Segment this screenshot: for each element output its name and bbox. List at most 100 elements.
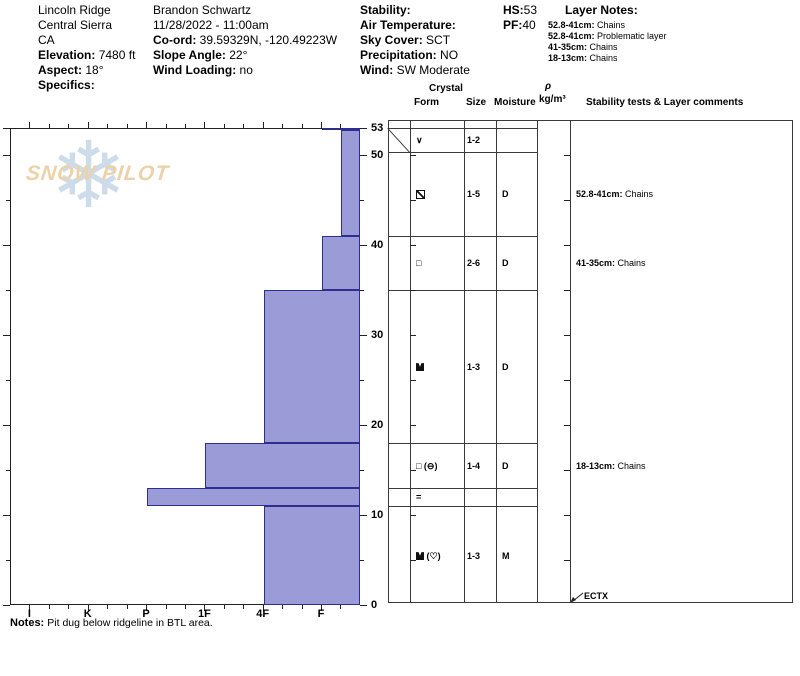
precipitation-line: Precipitation: NO: [360, 48, 459, 62]
hardness-axis-tick: [282, 124, 284, 128]
depth-axis-tick: [360, 128, 367, 129]
hardness-axis-tick: [29, 122, 31, 128]
table-depth-tick: [410, 425, 416, 426]
hardness-axis-tick: [87, 605, 89, 611]
layer-comment: 41-35cm: Chains: [576, 258, 646, 268]
notes-line: Notes: Pit dug below ridgeline in BTL ar…: [10, 617, 213, 629]
depth-axis-tick-minor: [6, 290, 10, 291]
grain-size-cell: 1-2: [467, 135, 481, 145]
hardness-axis-tick: [321, 605, 323, 611]
hardness-axis-tick: [243, 124, 245, 128]
wind-loading-line: Wind Loading: no: [153, 63, 253, 77]
size-header: Size: [466, 97, 487, 108]
crystal-header: Crystal: [429, 83, 463, 94]
crystal-form-melt-forms: (♡): [416, 551, 441, 561]
depth-axis-tick: [360, 605, 367, 606]
layer-table-column-line: [537, 120, 538, 603]
moisture-cell: D: [502, 189, 509, 199]
hardness-axis-label: K: [83, 608, 92, 620]
density-symbol-header: ρ: [545, 81, 552, 92]
snow-layer-bar: [322, 236, 360, 290]
hardness-axis-tick: [146, 122, 148, 128]
hardness-axis-tick: [204, 122, 206, 128]
depth-axis-tick: [3, 335, 10, 336]
ectx-arrow-icon: [570, 592, 584, 603]
layer-notes-list: 52.8-41cm: Chains 52.8-41cm: Problematic …: [548, 20, 667, 64]
hardness-axis-tick: [126, 124, 128, 128]
hardness-axis-tick: [262, 605, 264, 611]
depth-axis-label: 53: [371, 122, 384, 134]
hardness-axis-tick: [107, 124, 109, 128]
grain-size-cell: 1-3: [467, 361, 481, 372]
depth-axis-tick-minor: [6, 200, 10, 201]
hardness-axis-tick: [87, 122, 89, 128]
layer-table-column-line: [410, 120, 411, 603]
depth-axis-tick-minor: [6, 470, 10, 471]
hardness-axis-tick: [68, 124, 70, 128]
hardness-axis-tick: [165, 124, 167, 128]
crystal-form-depth-hoar: [416, 362, 424, 372]
crystal-form-ice-layer: =: [416, 492, 422, 502]
depth-axis-tick: [360, 155, 367, 156]
cup-crystal-icon: [416, 363, 424, 372]
layer-row-line: [388, 290, 537, 291]
hardness-axis-tick: [321, 122, 323, 128]
table-depth-tick: [410, 470, 416, 471]
comments-depth-tick: [564, 290, 570, 291]
layer-row-line: [388, 443, 537, 444]
hardness-axis-tick: [48, 124, 50, 128]
table-depth-tick: [410, 290, 416, 291]
hardness-axis-tick: [184, 124, 186, 128]
hardness-axis-tick: [262, 122, 264, 128]
layer-table-column-line: [496, 120, 497, 603]
notes-label: Notes:: [10, 617, 45, 629]
depth-axis-tick: [3, 425, 10, 426]
site-name: Lincoln Ridge: [38, 3, 111, 17]
slashed-square-icon: [416, 190, 425, 200]
layer-table-frame: [388, 120, 793, 603]
depth-axis-label: 0: [371, 599, 378, 611]
hardness-axis-tick: [68, 605, 70, 609]
grain-size-cell: 1-3: [467, 550, 481, 561]
crystal-form-faceted-crystals: □: [416, 258, 422, 268]
hardness-axis-tick: [146, 605, 148, 611]
depth-axis-label: 50: [371, 149, 384, 161]
depth-axis-label: 30: [371, 329, 384, 341]
table-depth-tick: [410, 380, 416, 381]
table-depth-tick: [410, 335, 416, 336]
snow-layer-bar: [264, 506, 360, 605]
grain-size-cell: 1-5: [467, 189, 481, 199]
hardness-axis-label: P: [142, 608, 150, 620]
air-temperature-line: Air Temperature:: [360, 18, 456, 32]
site-state: CA: [38, 33, 55, 47]
crystal-form-surface-hoar: ∨: [416, 135, 423, 145]
form-header: Form: [414, 97, 439, 108]
hardness-axis-tick: [282, 605, 284, 609]
depth-axis-label: 10: [371, 509, 384, 521]
moisture-cell: M: [502, 550, 510, 561]
table-depth-tick: [410, 155, 416, 156]
comments-depth-tick: [564, 380, 570, 381]
depth-axis-tick: [360, 335, 367, 336]
crystal-form-decomposing-fragments: [416, 189, 425, 200]
layer-row-line: [388, 236, 537, 237]
comments-depth-tick: [564, 155, 570, 156]
totals-block: HS:53 PF:40: [503, 3, 537, 33]
site-region: Central Sierra: [38, 18, 113, 32]
pf-line: PF:40: [503, 18, 536, 32]
grain-size-cell: 2-6: [467, 258, 481, 268]
cup-crystal-icon: [416, 552, 424, 561]
observer-name: Brandon Schwartz: [153, 3, 252, 17]
snow-layer-bar: [322, 128, 360, 130]
table-depth-tick: [410, 245, 416, 246]
hardness-axis-label: I: [27, 608, 31, 620]
snow-layer-bar: [147, 488, 360, 506]
depth-axis-tick: [360, 515, 367, 516]
hardness-axis-label: 1F: [197, 608, 211, 620]
hardness-axis-tick: [184, 605, 186, 609]
coordinates-line: Co-ord: 39.59329N, -120.49223W: [153, 33, 338, 47]
hardness-axis-label: F: [317, 608, 325, 620]
layer-row-line: [388, 128, 537, 129]
table-depth-tick: [410, 200, 416, 201]
stability-test-result: ECTX: [584, 591, 609, 601]
